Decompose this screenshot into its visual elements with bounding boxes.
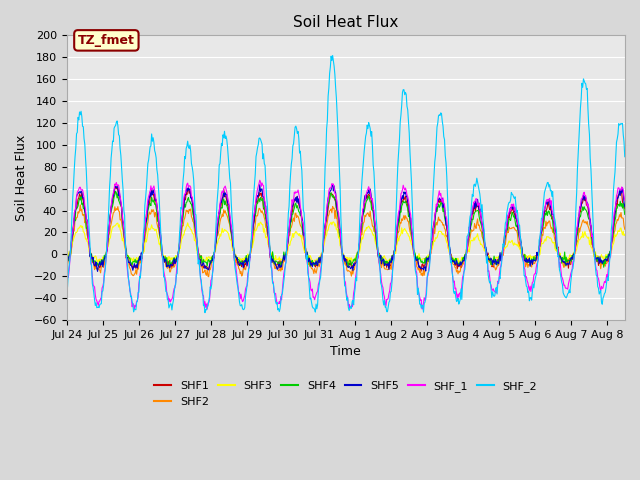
SHF5 <box>478 222 486 228</box>
SHF_1 <box>324 200 332 206</box>
SHF5 <box>301 249 309 255</box>
SHF_1 <box>256 177 264 183</box>
SHF2 <box>465 242 472 248</box>
SHF3 <box>63 257 70 263</box>
SHF3 <box>330 219 337 225</box>
SHF3 <box>65 249 73 254</box>
SHF5 <box>621 204 628 209</box>
Y-axis label: Soil Heat Flux: Soil Heat Flux <box>15 134 28 221</box>
SHF1 <box>417 269 424 275</box>
SHF2 <box>324 219 332 225</box>
SHF_2 <box>301 245 309 251</box>
SHF1 <box>301 246 309 252</box>
SHF5 <box>63 256 70 262</box>
Line: SHF1: SHF1 <box>67 186 625 272</box>
SHF_2 <box>65 264 73 270</box>
SHF4 <box>63 262 70 267</box>
SHF3 <box>465 248 472 254</box>
SHF_1 <box>204 306 211 312</box>
Line: SHF_2: SHF_2 <box>67 56 625 312</box>
SHF4 <box>465 236 472 241</box>
SHF_2 <box>323 126 330 132</box>
SHF3 <box>621 232 628 238</box>
SHF_2 <box>478 202 486 207</box>
SHF_1 <box>65 268 73 274</box>
SHF5 <box>93 268 101 274</box>
SHF1 <box>323 217 330 223</box>
SHF1 <box>621 206 628 212</box>
SHF3 <box>478 242 486 248</box>
SHF2 <box>478 234 486 240</box>
Line: SHF4: SHF4 <box>67 192 625 267</box>
SHF1 <box>465 235 472 240</box>
SHF4 <box>142 224 150 230</box>
SHF2 <box>142 231 150 237</box>
Line: SHF_1: SHF_1 <box>67 180 625 309</box>
SHF_2 <box>621 154 628 159</box>
SHF2 <box>303 256 310 262</box>
Line: SHF2: SHF2 <box>67 205 625 277</box>
SHF4 <box>344 264 352 270</box>
SHF_1 <box>621 198 628 204</box>
SHF_2 <box>141 202 148 208</box>
SHF_2 <box>201 310 209 315</box>
SHF_1 <box>478 221 486 227</box>
SHF4 <box>65 252 73 258</box>
SHF_2 <box>329 53 337 59</box>
SHF5 <box>465 236 472 241</box>
SHF_1 <box>303 254 310 260</box>
SHF1 <box>63 257 70 263</box>
SHF2 <box>205 274 212 280</box>
SHF5 <box>142 220 150 226</box>
Title: Soil Heat Flux: Soil Heat Flux <box>293 15 399 30</box>
SHF_2 <box>63 288 70 294</box>
SHF2 <box>65 257 73 263</box>
SHF5 <box>65 254 73 260</box>
SHF3 <box>309 260 317 266</box>
Line: SHF3: SHF3 <box>67 222 625 263</box>
SHF4 <box>112 189 120 194</box>
SHF1 <box>142 221 150 227</box>
SHF2 <box>76 202 84 208</box>
Text: TZ_fmet: TZ_fmet <box>78 34 135 47</box>
SHF3 <box>301 250 308 255</box>
SHF1 <box>478 221 486 227</box>
X-axis label: Time: Time <box>330 345 361 359</box>
Legend: SHF1, SHF2, SHF3, SHF4, SHF5, SHF_1, SHF_2: SHF1, SHF2, SHF3, SHF4, SHF5, SHF_1, SHF… <box>150 377 541 411</box>
SHF1 <box>65 251 73 257</box>
Line: SHF5: SHF5 <box>67 185 625 271</box>
SHF_1 <box>465 230 472 236</box>
SHF5 <box>323 213 330 218</box>
SHF4 <box>323 213 330 219</box>
SHF_1 <box>141 227 148 232</box>
SHF3 <box>323 232 330 238</box>
SHF1 <box>112 183 120 189</box>
SHF_2 <box>465 230 472 236</box>
SHF2 <box>63 261 70 267</box>
SHF3 <box>141 240 148 246</box>
SHF4 <box>301 251 309 256</box>
SHF5 <box>329 182 337 188</box>
SHF_1 <box>63 281 70 287</box>
SHF4 <box>621 212 628 217</box>
SHF2 <box>621 227 628 232</box>
SHF4 <box>478 226 486 231</box>
